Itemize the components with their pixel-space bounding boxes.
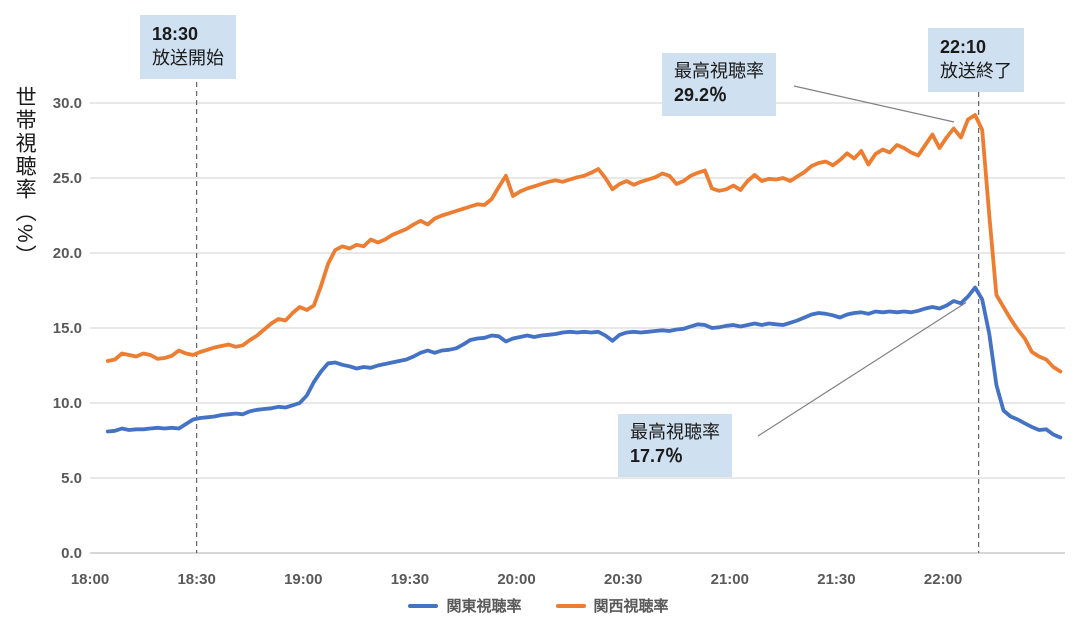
legend-item-kanto: 関東視聴率 [408, 595, 522, 616]
legend: 関東視聴率 関西視聴率 [0, 595, 1077, 616]
broadcast-end-time: 22:10 [940, 37, 987, 57]
kansai-line-swatch-icon [555, 603, 586, 608]
kansai-series-line [105, 113, 1063, 374]
kansai-peak-callout-line [793, 85, 955, 123]
legend-item-kansai: 関西視聴率 [555, 595, 669, 616]
kanto-series-line [105, 285, 1063, 440]
kansai-peak-annotation: 最高視聴率 29.2％ [662, 53, 776, 116]
x-tick-label: 22:00 [924, 571, 962, 588]
y-tick-label: 0.0 [61, 545, 82, 562]
y-tick-label: 15.0 [53, 320, 82, 337]
y-tick-label: 25.0 [53, 170, 82, 187]
broadcast-start-label: 放送開始 [152, 48, 224, 69]
y-tick-label: 20.0 [53, 245, 82, 262]
x-tick-label: 20:00 [497, 571, 535, 588]
kanto-line-swatch-icon [408, 603, 439, 608]
broadcast-start-annotation: 18:30 放送開始 [140, 15, 236, 79]
legend-label-kanto: 関東視聴率 [446, 598, 522, 615]
y-tick-label: 30.0 [53, 95, 82, 112]
x-tick-label: 19:30 [391, 571, 429, 588]
y-tick-label: 5.0 [61, 470, 82, 487]
kanto-peak-label: 最高視聴率 [630, 422, 720, 442]
y-tick-label: 10.0 [53, 395, 82, 412]
kansai-peak-label: 最高視聴率 [674, 61, 764, 81]
x-tick-label: 18:00 [71, 571, 109, 588]
x-tick-label: 21:00 [711, 571, 749, 588]
broadcast-start-time: 18:30 [152, 24, 199, 44]
x-tick-label: 18:30 [177, 571, 215, 588]
x-tick-label: 19:00 [284, 571, 322, 588]
legend-label-kansai: 関西視聴率 [593, 598, 669, 615]
x-tick-label: 20:30 [604, 571, 642, 588]
kansai-peak-value: 29.2％ [674, 85, 728, 106]
kanto-peak-callout-line [757, 301, 967, 437]
y-axis-title: 世帯視聴率（%） [13, 86, 37, 268]
x-tick-label: 21:30 [817, 571, 855, 588]
broadcast-end-label: 放送終了 [940, 61, 1012, 82]
kanto-peak-value: 17.7％ [630, 446, 684, 467]
broadcast-end-annotation: 22:10 放送終了 [928, 28, 1024, 92]
kanto-peak-annotation: 最高視聴率 17.7％ [618, 414, 732, 477]
